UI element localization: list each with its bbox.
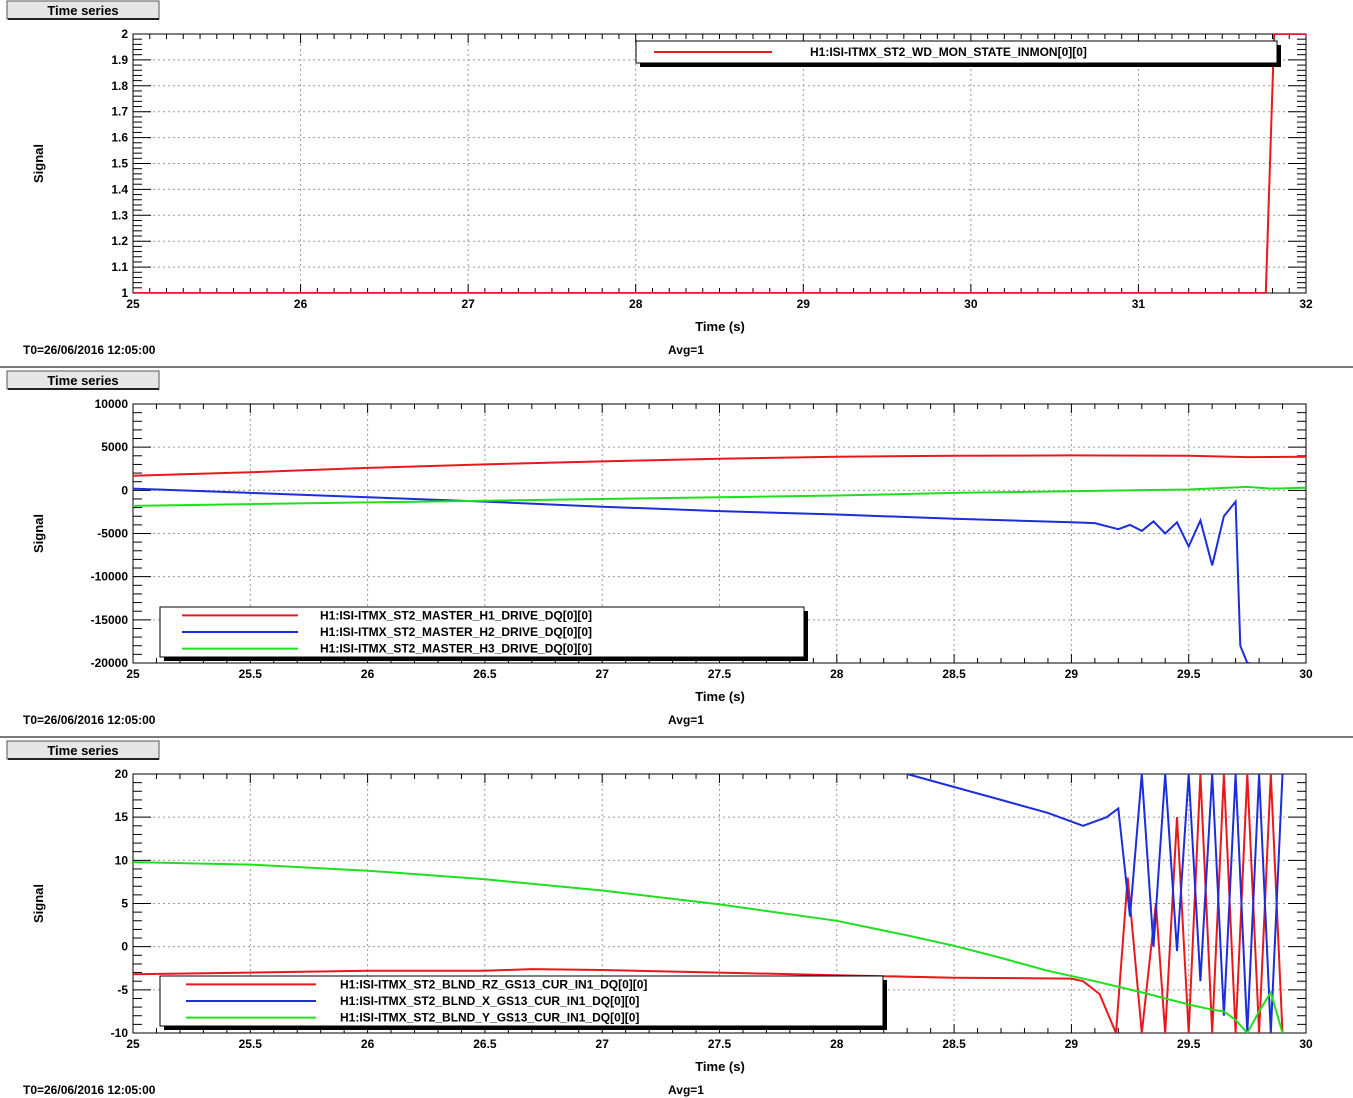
x-tick-label: 28 (830, 1037, 844, 1051)
y-tick-label: -5000 (97, 527, 128, 541)
y-tick-label: -5 (117, 983, 128, 997)
x-tick-label: 26 (294, 297, 308, 311)
footer-t0: T0=26/06/2016 12:05:00 (23, 713, 156, 727)
legend-entry-label: H1:ISI-ITMX_ST2_MASTER_H3_DRIVE_DQ[0][0] (320, 642, 592, 656)
y-tick-label: 10 (115, 853, 129, 867)
y-tick-label: -15000 (91, 613, 129, 627)
footer-avg: Avg=1 (668, 713, 704, 727)
series-line-2 (906, 774, 1284, 1033)
legend-entry-label: H1:ISI-ITMX_ST2_MASTER_H1_DRIVE_DQ[0][0] (320, 608, 592, 622)
y-tick-label: 1.7 (111, 105, 128, 119)
x-tick-label: 29.5 (1177, 667, 1201, 681)
x-tick-label: 25 (126, 297, 140, 311)
y-tick-label: 1.8 (111, 79, 128, 93)
x-tick-label: 29 (1065, 667, 1079, 681)
legend-entry-label: H1:ISI-ITMX_ST2_WD_MON_STATE_INMON[0][0] (810, 45, 1087, 59)
x-tick-label: 28.5 (942, 667, 966, 681)
series-line-2 (133, 487, 1250, 663)
x-axis-label: Time (s) (695, 319, 745, 334)
series-line-1 (133, 454, 1306, 477)
x-tick-label: 26.5 (473, 1037, 497, 1051)
series-line-1 (133, 774, 1284, 1033)
y-tick-label: -10 (111, 1026, 129, 1040)
y-tick-label: 1.4 (111, 182, 128, 196)
x-tick-label: 29.5 (1177, 1037, 1201, 1051)
y-tick-label: 2 (121, 27, 128, 41)
x-tick-label: 27 (596, 1037, 610, 1051)
x-axis-label: Time (s) (695, 689, 745, 704)
y-axis-label: Signal (31, 514, 46, 553)
y-tick-label: 1.2 (111, 234, 128, 248)
y-tick-label: 1.6 (111, 131, 128, 145)
y-axis-label: Signal (31, 884, 46, 923)
y-tick-label: 20 (115, 767, 129, 781)
x-tick-label: 26 (361, 667, 375, 681)
x-tick-label: 31 (1132, 297, 1146, 311)
x-tick-label: 27 (596, 667, 610, 681)
x-tick-label: 27 (461, 297, 475, 311)
y-tick-label: 1.3 (111, 208, 128, 222)
footer-t0: T0=26/06/2016 12:05:00 (23, 1083, 156, 1097)
x-tick-label: 27.5 (708, 667, 732, 681)
y-tick-label: -10000 (91, 570, 129, 584)
legend-entry-label: H1:ISI-ITMX_ST2_BLND_X_GS13_CUR_IN1_DQ[0… (340, 994, 639, 1008)
x-tick-label: 28.5 (942, 1037, 966, 1051)
x-tick-label: 26 (361, 1037, 375, 1051)
x-tick-label: 30 (1299, 1037, 1313, 1051)
tab-label: Time series (47, 373, 118, 388)
x-tick-label: 25.5 (239, 1037, 263, 1051)
legend-box (635, 40, 1278, 64)
x-tick-label: 25.5 (239, 667, 263, 681)
y-tick-label: -20000 (91, 656, 129, 670)
x-axis-label: Time (s) (695, 1059, 745, 1074)
y-tick-label: 5000 (101, 440, 128, 454)
y-tick-label: 1.1 (111, 260, 128, 274)
y-axis-label: Signal (31, 144, 46, 183)
y-tick-label: 0 (121, 940, 128, 954)
series-line-3 (133, 485, 1306, 507)
x-tick-label: 32 (1299, 297, 1313, 311)
x-tick-label: 30 (1299, 667, 1313, 681)
footer-avg: Avg=1 (668, 343, 704, 357)
legend-entry-label: H1:ISI-ITMX_ST2_BLND_RZ_GS13_CUR_IN1_DQ[… (340, 977, 647, 991)
y-tick-label: 1.9 (111, 53, 128, 67)
x-tick-label: 26.5 (473, 667, 497, 681)
x-tick-label: 29 (1065, 1037, 1079, 1051)
y-tick-label: 15 (115, 810, 129, 824)
tab-label: Time series (47, 3, 118, 18)
footer-t0: T0=26/06/2016 12:05:00 (23, 343, 156, 357)
chart-panel-1: Time series 25 26 27 28 29 30 31 32 1 1.1 1.2 1.3 1.4… (6, 0, 1313, 357)
footer-avg: Avg=1 (668, 1083, 704, 1097)
x-tick-label: 28 (629, 297, 643, 311)
chart-panel-3: Time series 25 25.5 26 26.5 27 27.5 28 28.5 29 29.… (6, 740, 1313, 1097)
panel-separator (0, 736, 1353, 738)
y-tick-label: 10000 (95, 397, 129, 411)
series-line-3 (133, 861, 1284, 1033)
x-tick-label: 28 (830, 667, 844, 681)
x-tick-label: 25 (126, 667, 140, 681)
legend-entry-label: H1:ISI-ITMX_ST2_MASTER_H2_DRIVE_DQ[0][0] (320, 625, 592, 639)
y-tick-label: 5 (121, 897, 128, 911)
x-tick-label: 29 (797, 297, 811, 311)
x-tick-label: 25 (126, 1037, 140, 1051)
y-tick-label: 1.5 (111, 157, 128, 171)
legend-entry-label: H1:ISI-ITMX_ST2_BLND_Y_GS13_CUR_IN1_DQ[0… (340, 1011, 639, 1025)
series-line-1 (133, 34, 1306, 293)
chart-panel-2: Time series 25 25.5 26 26.5 27 27.5 28 28.5 29 29.… (6, 370, 1313, 727)
y-tick-label: 1 (121, 286, 128, 300)
panel-separator (0, 366, 1353, 368)
y-tick-label: 0 (121, 483, 128, 497)
tab-label: Time series (47, 743, 118, 758)
x-tick-label: 27.5 (708, 1037, 732, 1051)
x-tick-label: 30 (964, 297, 978, 311)
